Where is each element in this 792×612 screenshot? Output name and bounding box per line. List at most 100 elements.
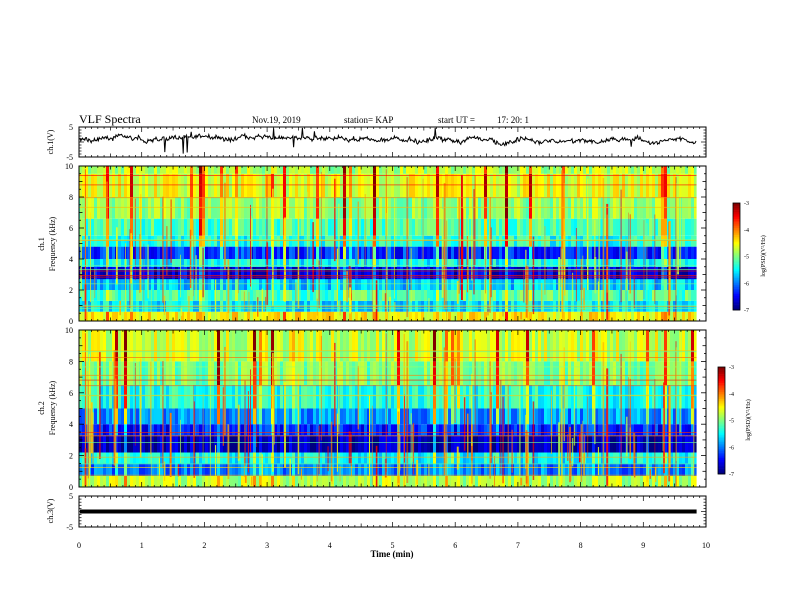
spectrogram-cell bbox=[502, 279, 506, 290]
colorbar-cell bbox=[718, 368, 725, 371]
spectrogram-cell bbox=[172, 173, 176, 198]
spectrogram-cell bbox=[376, 452, 380, 464]
spectrogram-cell bbox=[304, 311, 308, 321]
spectrogram-cell bbox=[142, 361, 146, 385]
spectrogram-cell bbox=[223, 166, 227, 174]
spectrogram-cell bbox=[502, 197, 506, 219]
spectrogram-cell bbox=[139, 166, 143, 174]
spectrogram-cell bbox=[217, 218, 221, 236]
spectrogram-cell bbox=[520, 424, 524, 436]
spectrogram-cell bbox=[376, 311, 380, 321]
colorbar-cell bbox=[718, 404, 725, 407]
spectrogram-cell bbox=[340, 408, 344, 425]
spectrogram-cell bbox=[364, 476, 368, 487]
spectrogram-cell bbox=[280, 166, 284, 174]
spectrogram-cell bbox=[580, 384, 584, 409]
spectrogram-cell bbox=[379, 452, 383, 464]
spectrogram-cell bbox=[289, 290, 293, 301]
spectrogram-cell bbox=[538, 166, 542, 174]
spectrogram-cell bbox=[637, 173, 641, 198]
spectrogram-cell bbox=[466, 197, 470, 219]
spectrogram-cell bbox=[163, 290, 167, 301]
spectrogram-cell bbox=[592, 330, 596, 362]
spectrogram-cell bbox=[85, 435, 89, 453]
spectrogram-cell bbox=[178, 279, 182, 290]
spectrogram-cell bbox=[163, 424, 167, 436]
spectrogram-cell bbox=[322, 476, 326, 487]
spectrogram-cell bbox=[355, 173, 359, 198]
spectrogram-cell bbox=[379, 463, 383, 476]
spectrogram-burst bbox=[394, 198, 395, 299]
spectrogram-cell bbox=[292, 218, 296, 236]
spectrogram-cell bbox=[106, 384, 110, 409]
spectrogram-cell bbox=[322, 279, 326, 290]
spectrogram-cell bbox=[487, 408, 491, 425]
spectrogram-cell bbox=[109, 235, 113, 247]
spectrogram-cell bbox=[229, 173, 233, 198]
spectrogram-cell bbox=[361, 463, 365, 476]
spectrogram-cell bbox=[220, 463, 224, 476]
spectrogram-cell bbox=[526, 424, 530, 436]
spectrogram-cell bbox=[121, 330, 125, 362]
spectrogram-cell bbox=[538, 435, 542, 453]
spectrogram-cell bbox=[622, 311, 626, 321]
spectrogram-cell bbox=[241, 279, 245, 290]
spectrogram-cell bbox=[178, 361, 182, 385]
spectrogram-cell bbox=[88, 266, 92, 280]
spectrogram-cell bbox=[310, 266, 314, 280]
spectrogram-cell bbox=[640, 266, 644, 280]
spectrogram-cell bbox=[97, 452, 101, 464]
spectrogram-cell bbox=[694, 361, 698, 385]
spectrogram-cell bbox=[625, 218, 629, 236]
spectrogram-cell bbox=[574, 290, 578, 301]
spectrogram-cell bbox=[496, 476, 500, 487]
spectrogram-cell bbox=[652, 361, 656, 385]
spectrogram-cell bbox=[370, 384, 374, 409]
spectrogram-cell bbox=[505, 476, 509, 487]
spectrogram-cell bbox=[160, 259, 164, 267]
spectrogram-cell bbox=[358, 463, 362, 476]
spectrogram-cell bbox=[382, 266, 386, 280]
spectrogram-cell bbox=[460, 463, 464, 476]
spectrogram-cell bbox=[421, 279, 425, 290]
spectrogram-cell bbox=[535, 279, 539, 290]
spectrogram-cell bbox=[262, 311, 266, 321]
spectrogram-cell bbox=[160, 408, 164, 425]
spectrogram-cell bbox=[262, 279, 266, 290]
spectrogram-cell bbox=[259, 279, 263, 290]
spectrogram-cell bbox=[562, 166, 566, 174]
spectrogram-line bbox=[79, 269, 697, 270]
colorbar-cell bbox=[733, 265, 740, 268]
spectrogram-cell bbox=[175, 197, 179, 219]
spectrogram-cell bbox=[505, 408, 509, 425]
spectrogram-cell bbox=[241, 452, 245, 464]
colorbar-tick-label: -3 bbox=[729, 365, 734, 371]
spectrogram-cell bbox=[607, 235, 611, 247]
spectrogram-cell bbox=[583, 246, 587, 259]
spectrogram-line bbox=[79, 265, 697, 266]
spectrogram-cell bbox=[526, 246, 530, 259]
spectrogram-cell bbox=[313, 452, 317, 464]
spectrogram-cell bbox=[190, 173, 194, 198]
spectrogram-cell bbox=[256, 452, 260, 464]
spectrogram-cell bbox=[292, 452, 296, 464]
spectrogram-cell bbox=[550, 259, 554, 267]
spectrogram-cell bbox=[82, 424, 86, 436]
spectrogram-cell bbox=[271, 166, 275, 174]
spectrogram-cell bbox=[334, 476, 338, 487]
spectrogram-cell bbox=[259, 290, 263, 301]
spectrogram-cell bbox=[481, 408, 485, 425]
spectrogram-cell bbox=[364, 435, 368, 453]
spectrogram-cell bbox=[256, 218, 260, 236]
spectrogram-line bbox=[79, 442, 697, 443]
spectrogram-cell bbox=[430, 290, 434, 301]
spectrogram-cell bbox=[82, 452, 86, 464]
spectrogram-cell bbox=[151, 259, 155, 267]
spectrogram-cell bbox=[313, 173, 317, 198]
spectrogram-cell bbox=[658, 330, 662, 362]
spectrogram-cell bbox=[514, 463, 518, 476]
spectrogram-cell bbox=[334, 197, 338, 219]
spectrogram-cell bbox=[193, 290, 197, 301]
spectrogram-cell bbox=[508, 452, 512, 464]
spectrogram-cell bbox=[352, 235, 356, 247]
